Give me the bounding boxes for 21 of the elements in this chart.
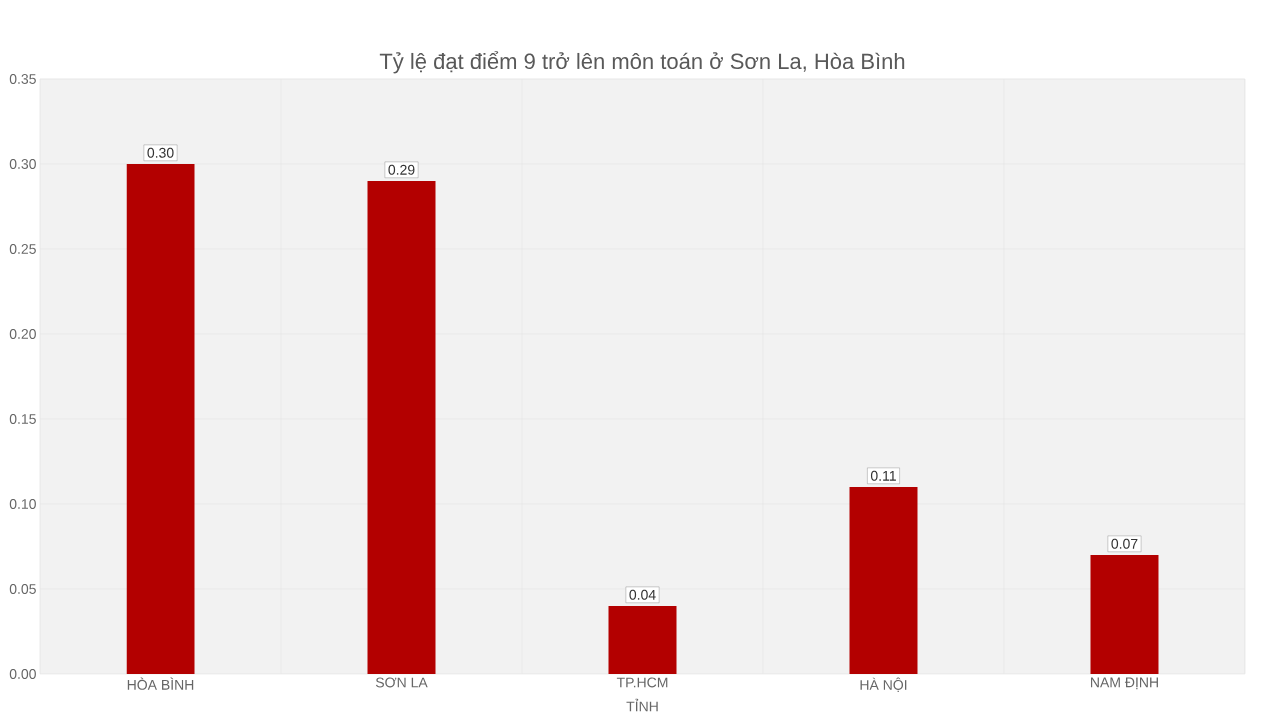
- data-label: 0.04: [629, 589, 656, 600]
- x-tick-label: SƠN LA: [375, 677, 428, 688]
- x-tick-label: HÒA BÌNH: [127, 677, 194, 690]
- y-tick-label: 0.05: [9, 584, 36, 594]
- data-label: 0.07: [1111, 538, 1138, 549]
- chart-title: Tỷ lệ đạt điểm 9 trở lên môn toán ở Sơn La, Hòa Bình: [379, 51, 905, 74]
- y-tick-label: 0.30: [9, 159, 36, 169]
- y-tick-label: 0.25: [9, 244, 36, 254]
- data-label: 0.30: [147, 147, 174, 158]
- x-tick-label: TP.HCM: [616, 677, 668, 688]
- y-tick-label: 0.10: [9, 499, 36, 509]
- y-tick-label: 0.20: [9, 329, 36, 339]
- y-tick-label: 0.00: [9, 669, 36, 679]
- data-label: 0.29: [388, 164, 415, 175]
- y-tick-label: 0.15: [9, 414, 36, 424]
- y-tick-label: 0.35: [9, 74, 36, 84]
- x-tick-label: HÀ NỘI: [860, 677, 907, 692]
- x-axis-title: TỈNH: [626, 698, 658, 712]
- data-label: 0.11: [870, 470, 896, 481]
- x-tick-label: NAM ĐỊNH: [1091, 677, 1158, 690]
- bar: [849, 486, 918, 674]
